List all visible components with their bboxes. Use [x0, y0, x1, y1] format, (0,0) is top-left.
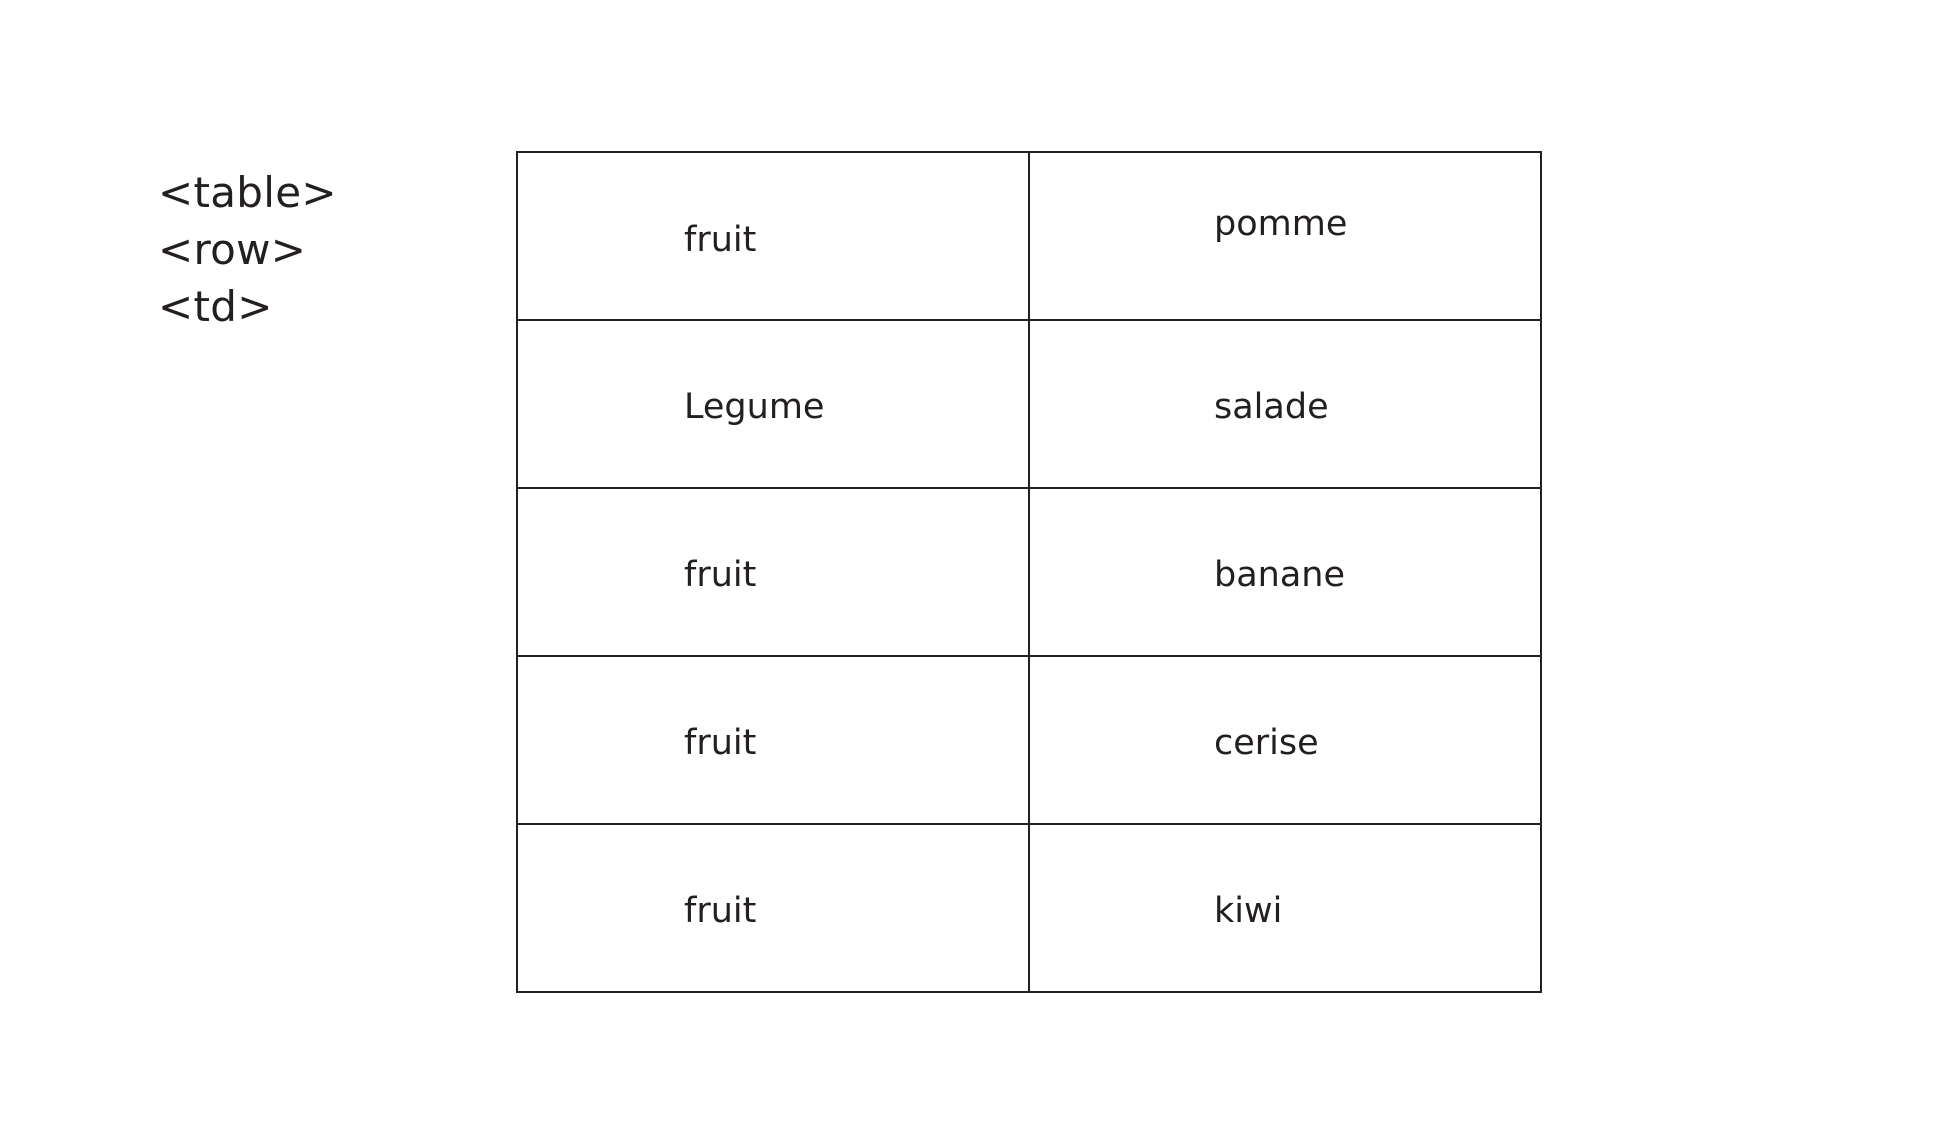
- tag-label-row: <row>: [158, 225, 307, 274]
- table-cell-category: fruit: [516, 487, 1030, 657]
- table-cell-item: cerise: [1028, 655, 1542, 825]
- table-row: fruit pomme: [516, 151, 1542, 321]
- tag-label-table: <table>: [158, 168, 337, 217]
- example-table: fruit pomme Legume salade fruit banane f…: [516, 151, 1542, 993]
- table-cell-category: fruit: [516, 655, 1030, 825]
- tag-legend: <table> <row> <td>: [158, 164, 337, 335]
- tag-label-td: <td>: [158, 282, 273, 331]
- table-row: Legume salade: [516, 319, 1542, 489]
- table-cell-item: banane: [1028, 487, 1542, 657]
- table-row: fruit cerise: [516, 655, 1542, 825]
- table-cell-item: salade: [1028, 319, 1542, 489]
- table-cell-item: pomme: [1028, 151, 1542, 321]
- table-row: fruit kiwi: [516, 823, 1542, 993]
- table-cell-category: fruit: [516, 151, 1030, 321]
- table-cell-category: fruit: [516, 823, 1030, 993]
- table-cell-category: Legume: [516, 319, 1030, 489]
- table-cell-item: kiwi: [1028, 823, 1542, 993]
- table-row: fruit banane: [516, 487, 1542, 657]
